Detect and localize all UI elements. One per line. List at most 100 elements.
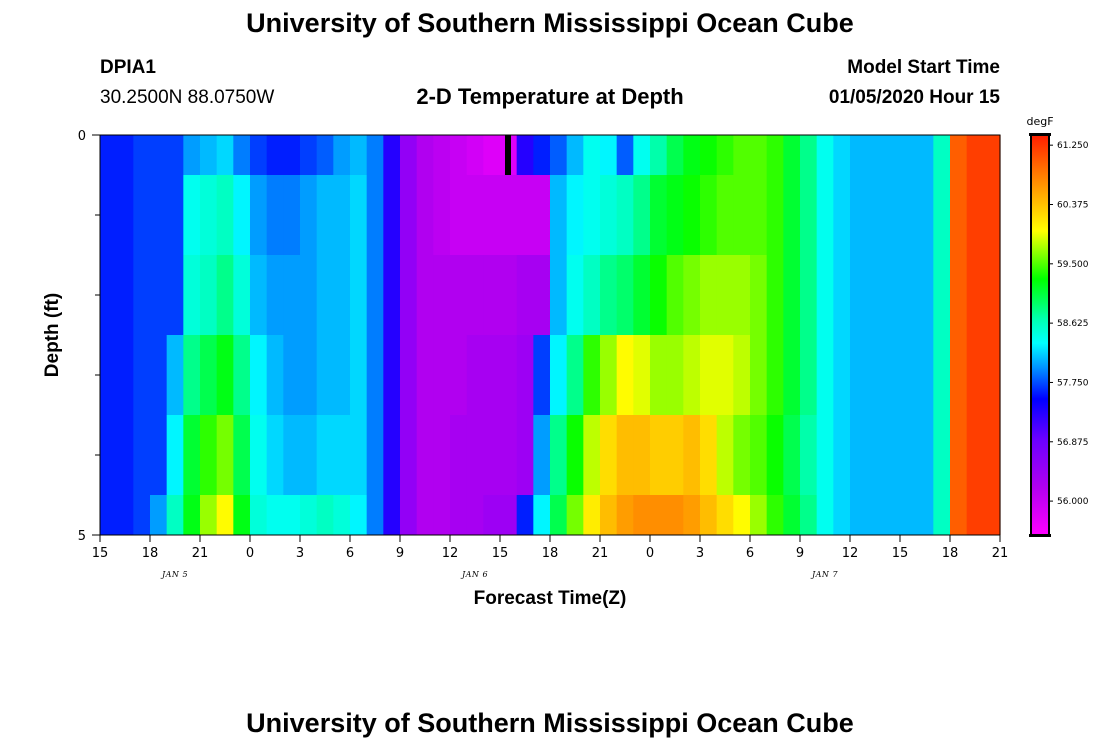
colorbar-labels: 61.250 60.375 59.500 58.625 57.750 56.875 56.0… — [1049, 141, 1089, 507]
heatmap-cell — [466, 415, 484, 495]
heatmap-cell — [800, 175, 818, 255]
heatmap-cell — [150, 175, 168, 255]
heatmap-cell — [566, 175, 584, 255]
colorbar-label: 60.375 — [1057, 200, 1089, 210]
heatmap-cell — [983, 175, 1001, 255]
y-tick-label: 5 — [78, 529, 86, 544]
heatmap-cell — [416, 335, 434, 415]
heatmap-cell — [100, 255, 118, 335]
heatmap-cell — [683, 175, 701, 255]
x-tick-label: 6 — [746, 546, 754, 561]
heatmap-cell — [900, 335, 918, 415]
heatmap-cell — [600, 495, 618, 535]
heatmap-cell — [700, 135, 718, 175]
heatmap-cell — [616, 255, 634, 335]
heatmap-cell — [933, 415, 951, 495]
colorbar-cap-top — [1029, 133, 1051, 136]
heatmap-cell — [216, 175, 234, 255]
heatmap-cell — [266, 415, 284, 495]
x-axis-label: Forecast Time(Z) — [474, 588, 627, 609]
heatmap-cell — [583, 335, 601, 415]
page-title: University of Southern Mississippi Ocean… — [246, 8, 854, 38]
heatmap-cell — [233, 135, 251, 175]
heatmap-cell — [400, 415, 418, 495]
heatmap-cell — [766, 255, 784, 335]
heatmap-cell — [600, 255, 618, 335]
station-id: DPIA1 — [100, 57, 156, 78]
heatmap-cell — [950, 255, 968, 335]
heatmap-cell — [466, 335, 484, 415]
heatmap-cell — [366, 335, 384, 415]
heatmap-cell — [850, 415, 868, 495]
heatmap-cell — [400, 255, 418, 335]
heatmap-cell — [350, 495, 368, 535]
heatmap-cell — [900, 175, 918, 255]
heatmap-cell — [450, 175, 468, 255]
heatmap-cell — [450, 415, 468, 495]
heatmap-cell — [916, 135, 934, 175]
heatmap-cell — [716, 255, 734, 335]
heatmap-cell — [966, 335, 984, 415]
heatmap-cell — [516, 135, 534, 175]
heatmap-cell — [200, 335, 218, 415]
x-tick-label: 15 — [492, 546, 509, 561]
heatmap-cell — [700, 415, 718, 495]
heatmap-cell — [650, 135, 668, 175]
heatmap-cell — [533, 135, 551, 175]
heatmap-cell — [466, 175, 484, 255]
colorbar-label: 56.000 — [1057, 497, 1089, 507]
colorbar-cap-bottom — [1029, 534, 1051, 537]
heatmap-cell — [450, 135, 468, 175]
heatmap-cell — [733, 495, 751, 535]
heatmap-cell — [883, 335, 901, 415]
x-tick-label: 6 — [346, 546, 354, 561]
heatmap-cell — [750, 255, 768, 335]
heatmap-cell — [233, 255, 251, 335]
heatmap-cell — [433, 495, 451, 535]
heatmap-cell — [933, 335, 951, 415]
heatmap-cell — [616, 335, 634, 415]
heatmap-cell — [133, 495, 151, 535]
heatmap-cell — [366, 495, 384, 535]
heatmap-cell — [133, 415, 151, 495]
heatmap-cell — [483, 135, 501, 175]
heatmap-cell — [100, 415, 118, 495]
heatmap-cell — [116, 415, 134, 495]
heatmap-cell — [833, 255, 851, 335]
heatmap-cell — [283, 335, 301, 415]
heatmap-cell — [883, 255, 901, 335]
heatmap-cell — [966, 135, 984, 175]
heatmap-cell — [483, 335, 501, 415]
heatmap-cell — [833, 495, 851, 535]
heatmap-cell — [250, 135, 268, 175]
heatmap-cell — [916, 335, 934, 415]
heatmap-cell — [450, 495, 468, 535]
heatmap-cell — [366, 135, 384, 175]
x-tick-label: 18 — [542, 546, 559, 561]
x-axis-ticks: 15 18 21 0 3 6 9 12 15 18 21 0 3 6 9 12 15 18 21 JAN 5 JAN 6… — [92, 535, 1008, 579]
heatmap-cell — [983, 495, 1001, 535]
heatmap-cell — [716, 415, 734, 495]
heatmap-cell — [200, 175, 218, 255]
heatmap-cell — [116, 495, 134, 535]
heatmap-cell — [200, 415, 218, 495]
x-day-label: JAN 6 — [460, 570, 488, 579]
heatmap-cell — [783, 415, 801, 495]
heatmap-cell — [650, 335, 668, 415]
heatmap-cell — [650, 175, 668, 255]
heatmap-cell — [166, 495, 184, 535]
heatmap-cell — [850, 495, 868, 535]
heatmap-cell — [300, 135, 318, 175]
heatmap-cell — [866, 495, 884, 535]
heatmap-cell — [716, 335, 734, 415]
heatmap-cell — [650, 415, 668, 495]
heatmap-cell — [800, 335, 818, 415]
heatmap-cell — [216, 135, 234, 175]
heatmap-cell — [450, 255, 468, 335]
heatmap-cell — [133, 135, 151, 175]
heatmap-cell — [316, 495, 334, 535]
heatmap-cell — [333, 255, 351, 335]
heatmap-cell — [300, 175, 318, 255]
heatmap-cell — [200, 495, 218, 535]
